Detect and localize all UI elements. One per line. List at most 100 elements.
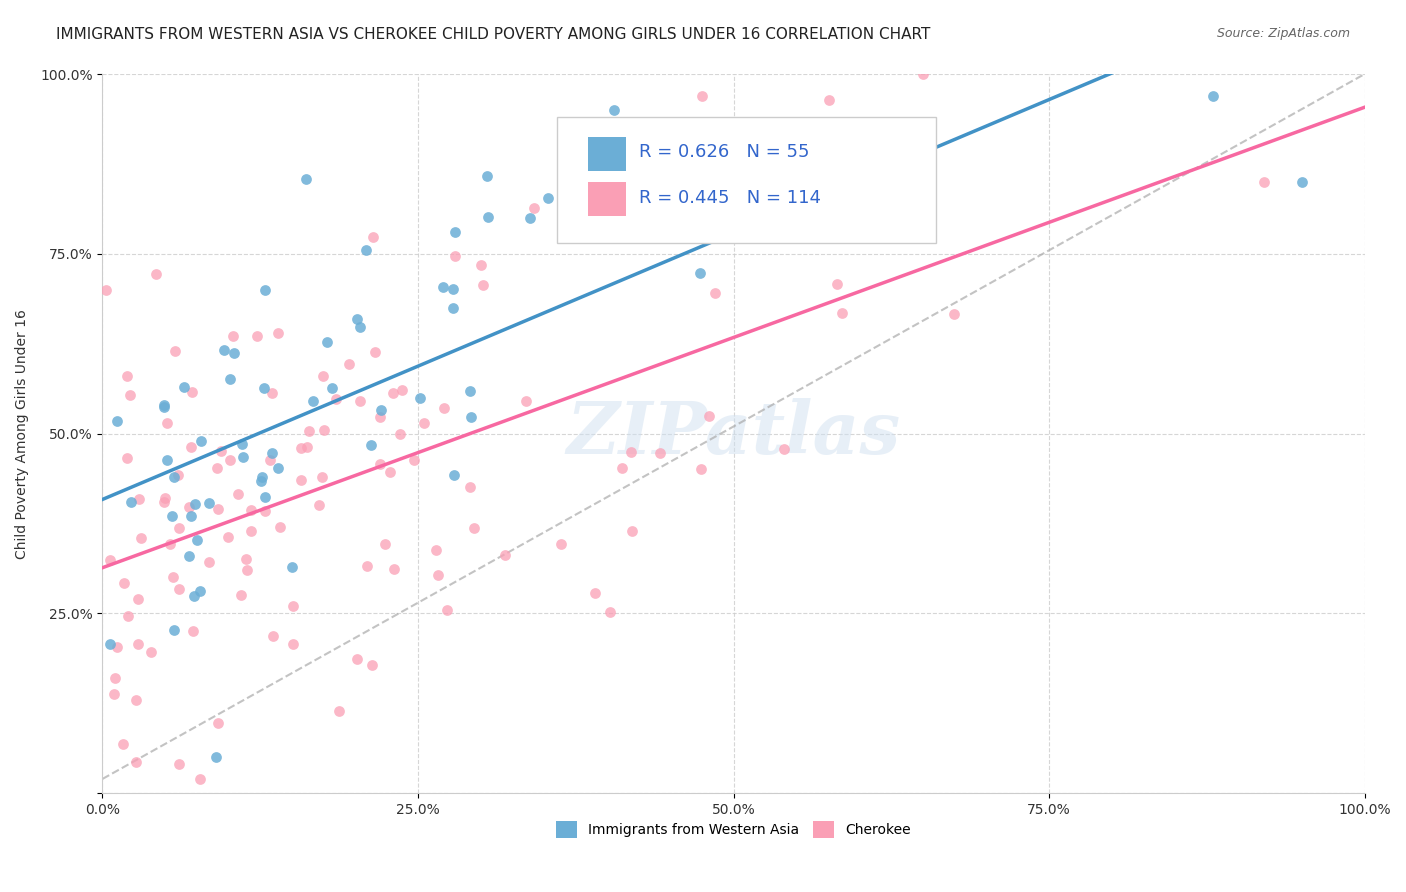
Point [236,563,259,577]
Point [432,280,454,294]
Point [364,345,387,359]
Point [267,326,290,340]
Point [246,329,269,343]
Point [704,285,727,300]
Point [402,453,425,467]
Point [444,225,467,239]
Point [1202,88,1225,103]
Point [391,383,413,397]
Point [163,343,186,358]
Point [1253,175,1275,189]
Point [212,343,235,357]
Point [361,658,384,673]
Point [550,537,572,551]
Point [166,467,188,482]
Point [349,320,371,334]
Point [167,521,190,535]
Legend: Immigrants from Western Asia, Cherokee: Immigrants from Western Asia, Cherokee [551,816,917,844]
Point [181,624,204,638]
Point [290,473,312,487]
Point [337,357,360,371]
Point [346,652,368,666]
Point [160,509,183,524]
Point [427,568,450,582]
Point [837,136,859,151]
Point [689,266,711,280]
Point [583,586,606,600]
FancyBboxPatch shape [589,182,626,217]
FancyBboxPatch shape [589,136,626,171]
Point [472,277,495,292]
Point [772,442,794,456]
Point [458,480,481,494]
Point [301,394,323,409]
Point [115,450,138,465]
Point [253,504,276,518]
Point [321,381,343,395]
Point [186,533,208,547]
Point [253,490,276,504]
Point [115,369,138,384]
Point [159,537,181,551]
Point [290,442,312,456]
Point [129,531,152,545]
Point [155,453,177,467]
Point [120,388,142,402]
Point [209,444,232,458]
Point [690,462,713,476]
Point [145,268,167,282]
Point [125,755,148,769]
Point [537,191,560,205]
Point [283,637,305,651]
Point [111,737,134,751]
Point [169,756,191,771]
Point [436,603,458,617]
Point [280,559,302,574]
Point [235,552,257,566]
Point [250,475,273,489]
Point [519,211,541,226]
Point [370,403,392,417]
Point [94,283,117,297]
Point [458,384,481,398]
Point [231,436,253,450]
Point [184,497,207,511]
Point [205,460,228,475]
Point [522,201,544,215]
Point [167,582,190,596]
Text: Source: ZipAtlas.com: Source: ZipAtlas.com [1216,27,1350,40]
Point [267,461,290,475]
Point [470,258,492,272]
Point [103,687,125,701]
Point [155,491,177,506]
Point [460,409,482,424]
Point [409,391,432,405]
Point [943,307,966,321]
Point [105,414,128,428]
Point [311,470,333,484]
Point [603,103,626,117]
Point [425,542,447,557]
Point [281,599,304,614]
Point [139,645,162,659]
Point [153,400,176,414]
Point [207,716,229,731]
Text: R = 0.445   N = 114: R = 0.445 N = 114 [638,189,821,208]
Point [197,555,219,569]
Point [382,561,405,575]
Point [188,583,211,598]
Point [818,93,841,107]
Point [825,277,848,291]
Point [381,386,404,401]
Point [444,249,467,263]
Point [475,169,498,183]
Point [477,210,499,224]
Y-axis label: Child Poverty Among Girls Under 16: Child Poverty Among Girls Under 16 [15,309,30,558]
Point [260,386,283,401]
Point [494,548,516,562]
Point [128,491,150,506]
Point [205,750,228,764]
Point [162,570,184,584]
Point [179,549,201,564]
Point [207,502,229,516]
